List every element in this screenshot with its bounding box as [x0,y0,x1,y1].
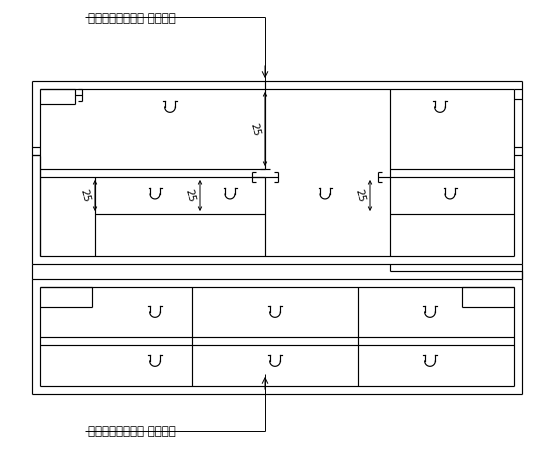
Text: 25: 25 [184,188,196,203]
Text: 25: 25 [79,188,91,203]
Text: 铝合金单元上横框 氟碳喷涂: 铝合金单元上横框 氟碳喷涂 [88,424,176,437]
Text: 铝合金单元下横框 氟碳喷涂: 铝合金单元下横框 氟碳喷涂 [88,11,176,24]
Text: 25: 25 [249,122,262,138]
Text: 25: 25 [354,188,366,203]
